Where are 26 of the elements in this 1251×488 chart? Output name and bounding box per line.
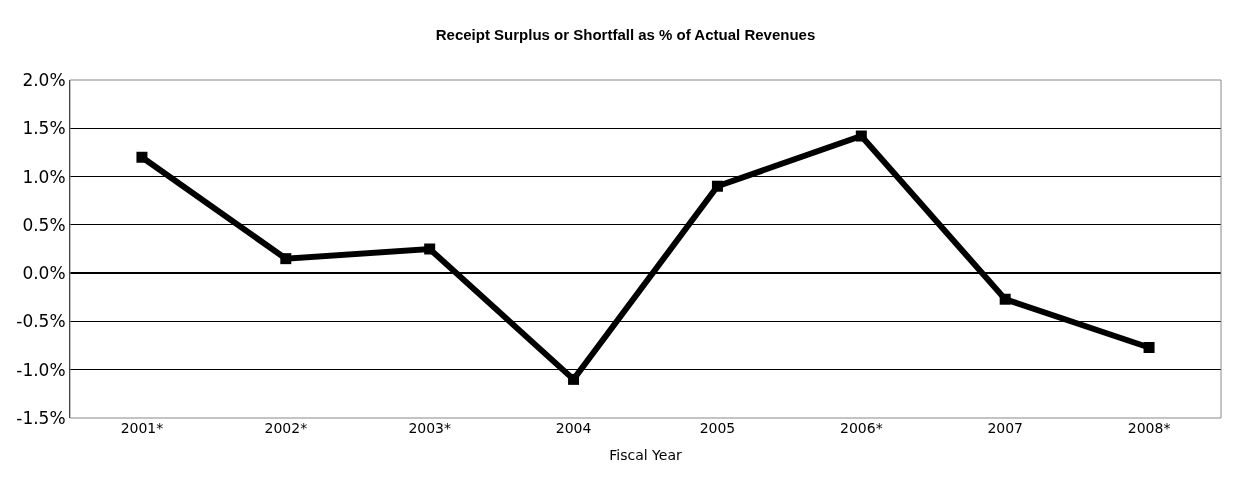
x-axis-title: Fiscal Year xyxy=(609,447,682,464)
y-tick-label: -1.0% xyxy=(16,359,66,380)
y-tick-label: 1.5% xyxy=(22,118,66,139)
point xyxy=(999,293,1011,305)
y-tick-label: -0.5% xyxy=(16,311,66,332)
x-tick-label: 2003* xyxy=(408,420,452,436)
point xyxy=(711,180,723,192)
point xyxy=(424,243,436,255)
y-tick-label: 2.0% xyxy=(22,69,66,90)
x-tick-label: 2002* xyxy=(264,420,308,436)
x-tick-label: 2008* xyxy=(1127,420,1171,436)
x-tick-label: 2007 xyxy=(987,420,1024,436)
point xyxy=(855,130,867,142)
point xyxy=(136,151,148,163)
x-tick-label: 2006* xyxy=(839,420,883,436)
chart-title: Receipt Surplus or Shortfall as % of Actual Revenues xyxy=(435,25,816,43)
point xyxy=(568,373,580,385)
x-tick-label: 2001* xyxy=(120,420,164,436)
x-tick-label: 2005 xyxy=(699,420,736,436)
x-tick-label: 2004 xyxy=(555,420,592,436)
point xyxy=(1143,342,1155,353)
y-tick-label: -1.5% xyxy=(16,407,66,428)
y-tick-label: 0.5% xyxy=(22,214,66,235)
point xyxy=(280,253,292,265)
y-tick-label: 1.0% xyxy=(22,166,66,187)
y-tick-label: 0.0% xyxy=(22,263,66,284)
